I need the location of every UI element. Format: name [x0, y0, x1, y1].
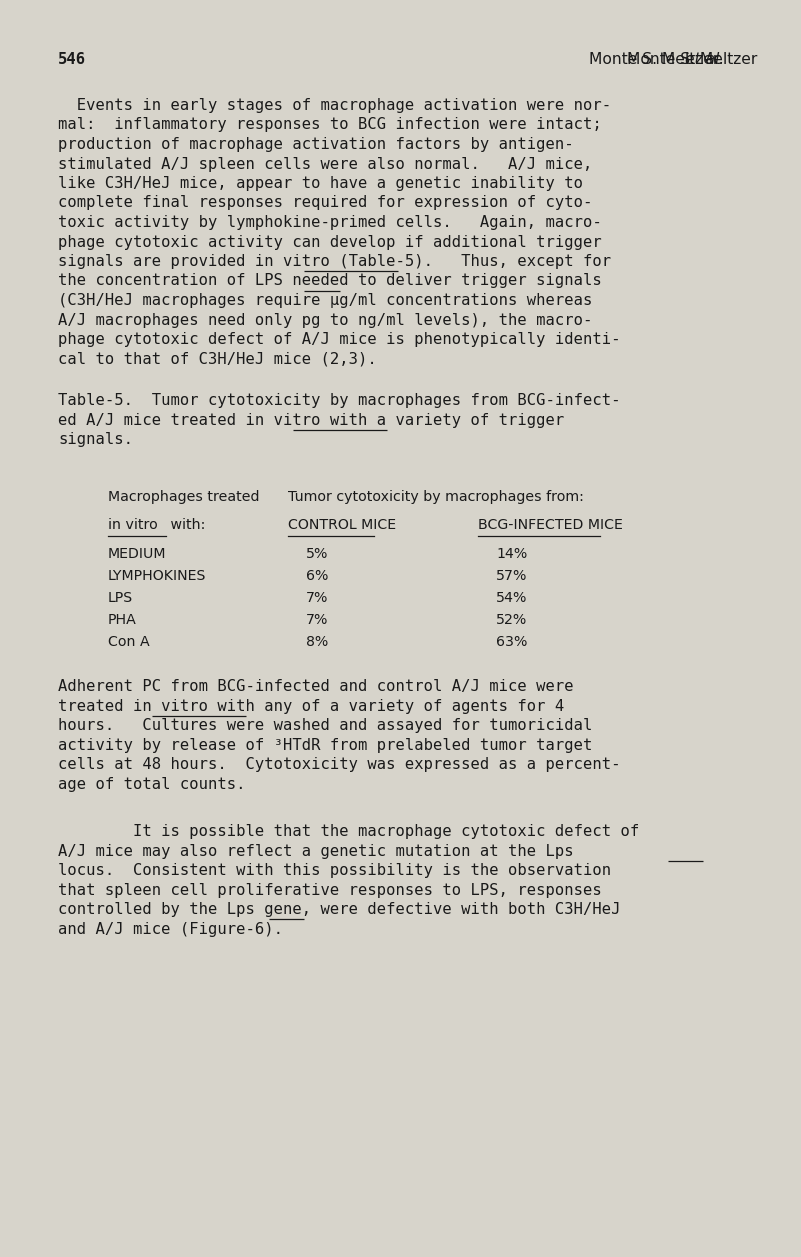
Text: locus.  Consistent with this possibility is the observation: locus. Consistent with this possibility …	[58, 864, 611, 879]
Text: Macrophages treated: Macrophages treated	[108, 489, 260, 504]
Text: that spleen cell proliferative responses to LPS, responses: that spleen cell proliferative responses…	[58, 882, 602, 897]
Text: (C3H/HeJ macrophages require μg/ml concentrations whereas: (C3H/HeJ macrophages require μg/ml conce…	[58, 293, 593, 308]
Text: and A/J mice (Figure-6).: and A/J mice (Figure-6).	[58, 921, 283, 936]
Text: Monte S. Meltzer: Monte S. Meltzer	[627, 52, 762, 67]
Text: 52%: 52%	[496, 612, 527, 627]
Text: It is possible that the macrophage cytotoxic defect of: It is possible that the macrophage cytot…	[58, 825, 639, 840]
Text: et al.: et al.	[685, 52, 724, 67]
Text: like C3H/HeJ mice, appear to have a genetic inability to: like C3H/HeJ mice, appear to have a gene…	[58, 176, 583, 191]
Text: A/J mice may also reflect a genetic mutation at the Lps: A/J mice may also reflect a genetic muta…	[58, 843, 574, 859]
Text: activity by release of ³HTdR from prelabeled tumor target: activity by release of ³HTdR from prelab…	[58, 738, 593, 753]
Text: CONTROL MICE: CONTROL MICE	[288, 518, 396, 532]
Text: hours.   Cultures were washed and assayed for tumoricidal: hours. Cultures were washed and assayed …	[58, 718, 593, 733]
Text: stimulated A/J spleen cells were also normal.   A/J mice,: stimulated A/J spleen cells were also no…	[58, 157, 593, 171]
Text: Events in early stages of macrophage activation were nor-: Events in early stages of macrophage act…	[58, 98, 611, 113]
Text: 5%: 5%	[306, 547, 328, 561]
Text: Adherent PC from BCG-infected and control A/J mice were: Adherent PC from BCG-infected and contro…	[58, 679, 574, 694]
Text: ed A/J mice treated in vitro with a variety of trigger: ed A/J mice treated in vitro with a vari…	[58, 412, 564, 427]
Text: 63%: 63%	[496, 635, 527, 649]
Text: 7%: 7%	[306, 591, 328, 605]
Text: 14%: 14%	[496, 547, 527, 561]
Text: controlled by the Lps gene, were defective with both C3H/HeJ: controlled by the Lps gene, were defecti…	[58, 903, 621, 918]
Text: Tumor cytotoxicity by macrophages from:: Tumor cytotoxicity by macrophages from:	[288, 489, 584, 504]
Text: 54%: 54%	[496, 591, 527, 605]
Text: treated in vitro with any of a variety of agents for 4: treated in vitro with any of a variety o…	[58, 699, 564, 714]
Text: production of macrophage activation factors by antigen-: production of macrophage activation fact…	[58, 137, 574, 152]
Text: 57%: 57%	[496, 568, 527, 583]
Text: 8%: 8%	[306, 635, 328, 649]
Text: 6%: 6%	[306, 568, 328, 583]
Text: phage cytotoxic defect of A/J mice is phenotypically identi-: phage cytotoxic defect of A/J mice is ph…	[58, 332, 621, 347]
Text: A/J macrophages need only pg to ng/ml levels), the macro-: A/J macrophages need only pg to ng/ml le…	[58, 313, 593, 328]
Text: phage cytotoxic activity can develop if additional trigger: phage cytotoxic activity can develop if …	[58, 235, 602, 249]
Text: Monte S. Meltzer: Monte S. Meltzer	[589, 52, 724, 67]
Text: 7%: 7%	[306, 612, 328, 627]
Text: LYMPHOKINES: LYMPHOKINES	[108, 568, 207, 583]
Text: signals.: signals.	[58, 432, 133, 447]
Text: cal to that of C3H/HeJ mice (2,3).: cal to that of C3H/HeJ mice (2,3).	[58, 352, 376, 367]
Text: mal:  inflammatory responses to BCG infection were intact;: mal: inflammatory responses to BCG infec…	[58, 117, 602, 132]
Text: BCG-INFECTED MICE: BCG-INFECTED MICE	[478, 518, 623, 532]
Text: complete final responses required for expression of cyto-: complete final responses required for ex…	[58, 196, 593, 210]
Text: with:: with:	[166, 518, 205, 532]
Text: 546: 546	[58, 52, 87, 67]
Text: signals are provided in vitro (Table-5).   Thus, except for: signals are provided in vitro (Table-5).…	[58, 254, 611, 269]
Text: the concentration of LPS needed to deliver trigger signals: the concentration of LPS needed to deliv…	[58, 274, 602, 289]
Text: Table-5.  Tumor cytotoxicity by macrophages from BCG-infect-: Table-5. Tumor cytotoxicity by macrophag…	[58, 393, 621, 409]
Text: toxic activity by lymphokine-primed cells.   Again, macro-: toxic activity by lymphokine-primed cell…	[58, 215, 602, 230]
Text: LPS: LPS	[108, 591, 133, 605]
Text: in vitro: in vitro	[108, 518, 158, 532]
Text: cells at 48 hours.  Cytotoxicity was expressed as a percent-: cells at 48 hours. Cytotoxicity was expr…	[58, 757, 621, 772]
Text: Con A: Con A	[108, 635, 150, 649]
Text: age of total counts.: age of total counts.	[58, 777, 245, 792]
Text: MEDIUM: MEDIUM	[108, 547, 167, 561]
Text: PHA: PHA	[108, 612, 137, 627]
